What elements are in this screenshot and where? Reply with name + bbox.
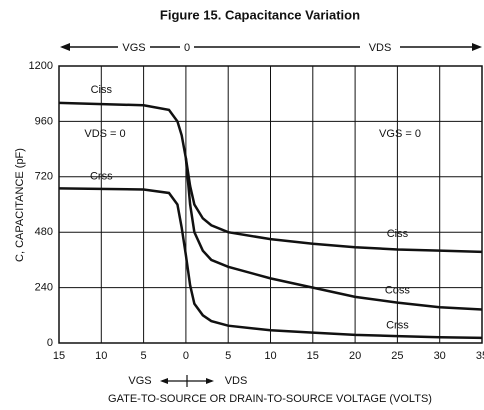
bottom-label: VDS — [225, 375, 248, 387]
annotation: VGS = 0 — [379, 128, 421, 140]
y-tick-label: 240 — [35, 282, 53, 294]
y-tick-label: 1200 — [29, 60, 53, 72]
series-label: Ciss — [387, 228, 409, 240]
x-tick-label: 35 — [476, 350, 484, 362]
x-tick-label: 10 — [264, 350, 276, 362]
x-tick-label: 15 — [307, 350, 319, 362]
top-label: 0 — [184, 42, 190, 54]
y-tick-label: 480 — [35, 226, 53, 238]
annotation: VDS = 0 — [84, 128, 125, 140]
series-label: Ciss — [91, 84, 113, 96]
arrow-head — [206, 378, 214, 384]
series-line — [184, 158, 483, 311]
arrow-head — [472, 43, 482, 51]
plot-frame — [58, 65, 483, 344]
y-tick-label: 720 — [35, 171, 53, 183]
x-axis-label: GATE-TO-SOURCE OR DRAIN-TO-SOURCE VOLTAG… — [108, 393, 432, 405]
x-tick-label: 20 — [349, 350, 361, 362]
bottom-label: VGS — [128, 375, 151, 387]
series-line — [58, 101, 483, 254]
series-label: Crss — [90, 171, 113, 183]
top-label: VGS — [122, 42, 145, 54]
chart-title: Figure 15. Capacitance Variation — [160, 7, 360, 22]
x-tick-label: 25 — [391, 350, 403, 362]
x-tick-label: 5 — [141, 350, 147, 362]
top-label: VDS — [369, 42, 392, 54]
x-tick-label: 30 — [434, 350, 446, 362]
x-tick-label: 15 — [53, 350, 65, 362]
arrow-head — [60, 43, 70, 51]
series-line — [58, 187, 483, 340]
x-tick-label: 10 — [95, 350, 107, 362]
y-tick-label: 0 — [47, 337, 53, 349]
series-label: Crss — [386, 320, 409, 332]
y-axis-label: C, CAPACITANCE (pF) — [14, 148, 26, 262]
x-tick-label: 0 — [183, 350, 189, 362]
series-label: Coss — [385, 284, 411, 296]
y-tick-label: 960 — [35, 115, 53, 127]
x-tick-label: 5 — [225, 350, 231, 362]
arrow-head — [160, 378, 168, 384]
